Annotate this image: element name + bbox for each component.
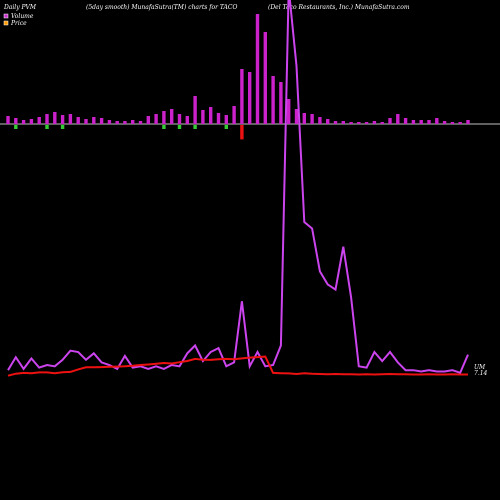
volume-bar xyxy=(154,114,158,124)
legend-volume-label: Volume xyxy=(11,13,34,20)
volume-bar xyxy=(138,121,143,124)
volume-bar xyxy=(6,116,10,124)
volume-bar xyxy=(115,121,119,124)
volume-bar xyxy=(99,118,104,124)
end-label-line2: 7.14 xyxy=(474,370,488,377)
volume-bar xyxy=(364,122,369,124)
volume-bar xyxy=(68,114,73,124)
volume-bar xyxy=(458,122,462,124)
header-left: Daily PVM xyxy=(3,4,37,11)
volume-bar xyxy=(287,99,291,124)
volume-bar xyxy=(209,107,213,124)
volume-bar xyxy=(403,118,408,124)
volume-bar xyxy=(411,120,416,124)
legend-price-swatch xyxy=(3,20,9,26)
volume-bar xyxy=(53,112,57,124)
volume-bar xyxy=(271,76,275,124)
legend-price-label: Price xyxy=(10,20,27,27)
down-bar xyxy=(60,125,65,129)
end-label-line1: UM xyxy=(474,364,486,371)
volume-bar xyxy=(84,119,88,124)
down-bar xyxy=(45,125,49,129)
volume-bar xyxy=(466,120,470,124)
volume-bar xyxy=(201,110,205,124)
volume-bar xyxy=(216,113,221,124)
header-right: (Del Taco Restaurants, Inc.) MunafaSutra… xyxy=(268,4,410,11)
volume-bar xyxy=(341,121,345,124)
volume-bar xyxy=(248,72,252,124)
volume-bar xyxy=(310,114,314,124)
volume-bar xyxy=(380,122,384,124)
volume-bar xyxy=(146,116,150,124)
volume-bar xyxy=(162,111,166,124)
volume-bar xyxy=(294,109,299,124)
price-line xyxy=(7,355,468,377)
header-middle: (5day smooth) MunafaSutra(TM) charts for… xyxy=(86,4,237,11)
volume-bar xyxy=(14,118,18,124)
volume-bar xyxy=(92,117,96,124)
volume-bar xyxy=(232,106,236,124)
down-bar xyxy=(14,125,18,129)
volume-bar xyxy=(170,109,174,124)
volume-bar xyxy=(357,122,361,124)
volume-bar xyxy=(107,120,112,124)
volume-bar xyxy=(435,118,439,124)
volume-bar xyxy=(37,117,41,124)
volume-bar xyxy=(123,121,127,124)
volume-bar xyxy=(29,119,34,124)
volume-bar xyxy=(255,14,260,124)
volume-bar xyxy=(450,122,455,124)
volume-bar xyxy=(21,120,26,124)
volume-bar xyxy=(388,118,392,124)
down-bar xyxy=(240,125,244,140)
volume-bar xyxy=(131,120,135,124)
down-bar xyxy=(162,125,166,129)
volume-bar xyxy=(396,114,400,124)
legend-volume-swatch xyxy=(3,13,9,19)
down-bar xyxy=(193,125,197,129)
volume-line xyxy=(7,0,469,375)
volume-bar xyxy=(372,121,377,124)
down-bar xyxy=(224,125,228,129)
down-bar xyxy=(177,125,182,129)
volume-bar xyxy=(302,113,306,124)
volume-bar xyxy=(76,117,80,124)
volume-bar xyxy=(419,120,423,124)
volume-bars-group xyxy=(6,14,470,124)
volume-bar xyxy=(60,115,65,124)
volume-bar xyxy=(240,69,244,124)
down-bars-group xyxy=(14,125,244,140)
volume-bar xyxy=(333,121,338,124)
volume-bar xyxy=(318,117,322,124)
volume-bar xyxy=(224,115,228,124)
volume-bar xyxy=(185,116,189,124)
volume-bar xyxy=(442,121,447,124)
volume-bar xyxy=(427,120,431,124)
volume-bar xyxy=(263,32,267,124)
volume-bar xyxy=(177,114,182,124)
volume-bar xyxy=(193,96,197,124)
volume-bar xyxy=(326,119,330,124)
volume-bar xyxy=(45,114,49,124)
volume-bar xyxy=(349,122,353,124)
volume-bar xyxy=(279,82,283,124)
